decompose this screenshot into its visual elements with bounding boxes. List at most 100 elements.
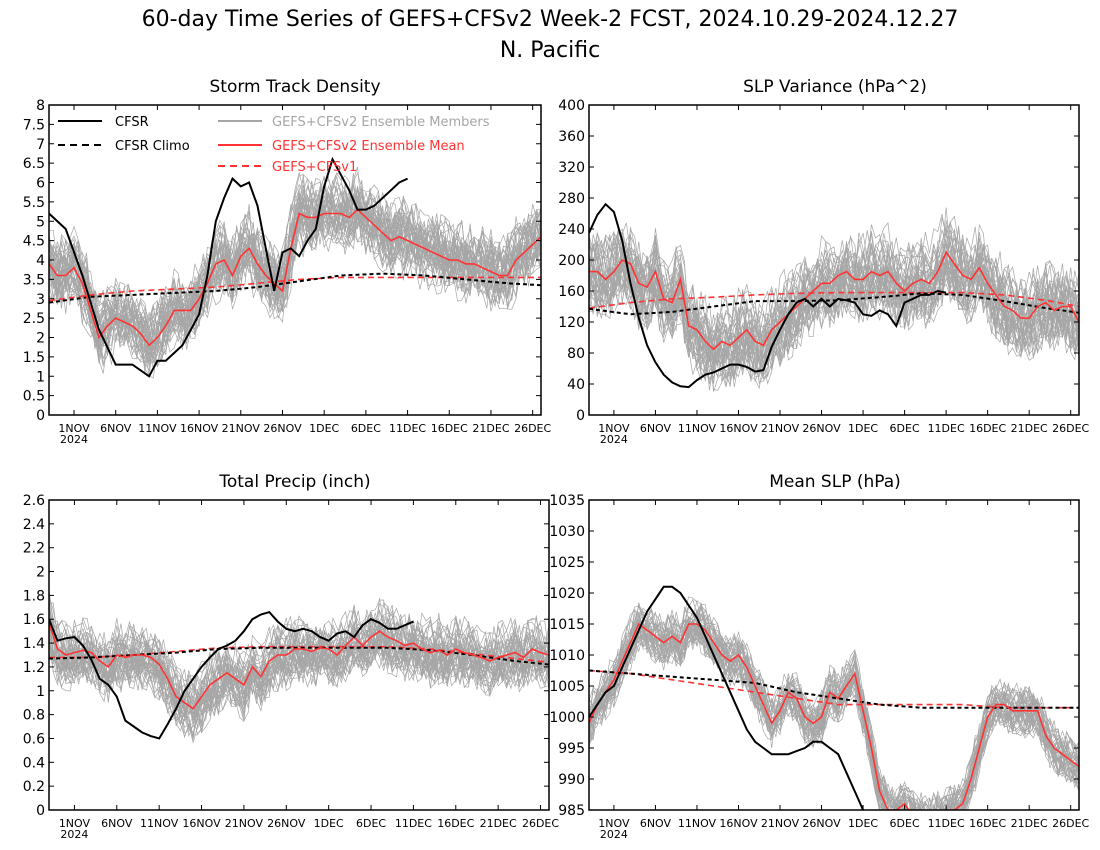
y-tick-label: 1: [36, 369, 45, 385]
y-tick-label: 6.5: [23, 156, 45, 172]
panel-storm-track: Storm Track Density 0 0.5 1 1.5 2 2.5 3 3.5 4 4.5…: [23, 77, 552, 446]
x-tick-label: 21NOV: [222, 422, 261, 435]
panel-plot: 0 0.2 0.4 0.6 0.8 1 1.2 1.4 1.6 1.8 2 2.2 2.4 2.6 1NOV…: [23, 493, 560, 841]
x-tick-label: 16DEC: [969, 817, 1006, 830]
y-tick-label: 995: [558, 741, 585, 757]
y-tick-label: 280: [558, 191, 585, 207]
series-gefs-cfsv1-line: [49, 276, 541, 302]
x-tick-label: 6DEC: [890, 817, 920, 830]
x-tick-label: 16NOV: [180, 422, 219, 435]
y-tick-label: 2: [36, 331, 45, 347]
x-tick-label: 16DEC: [437, 817, 474, 830]
x-tick-label: 1NOV: [598, 422, 630, 435]
y-tick-label: 200: [558, 253, 585, 269]
ensemble-member-line: [589, 629, 1079, 810]
y-tick-label: 1000: [549, 710, 585, 726]
legend-members-label: GEFS+CFSv2 Ensemble Members: [272, 115, 490, 130]
ensemble-member-line: [589, 625, 1079, 810]
x-year-label: 2024: [60, 433, 88, 446]
y-tick-label: 1.8: [23, 588, 45, 604]
x-tick-label: 1DEC: [314, 817, 344, 830]
x-tick-label: 16DEC: [431, 422, 468, 435]
x-tick-label: 21DEC: [1011, 817, 1048, 830]
x-tick-label: 11DEC: [389, 422, 426, 435]
y-tick-label: 360: [558, 129, 585, 145]
y-tick-label: 2.5: [23, 311, 45, 327]
y-tick-label: 400: [558, 98, 585, 114]
y-tick-label: 2: [36, 565, 45, 581]
y-tick-label: 3: [36, 292, 45, 308]
y-tick-label: 1.6: [23, 612, 45, 628]
series-cfsr-line: [589, 202, 947, 389]
panel-title: Storm Track Density: [209, 77, 380, 97]
x-tick-label: 21NOV: [761, 817, 800, 830]
x-tick-label: 1DEC: [848, 817, 878, 830]
x-tick-label: 21DEC: [1011, 422, 1048, 435]
x-tick-label: 6NOV: [101, 817, 133, 830]
x-tick-label: 11DEC: [928, 817, 965, 830]
y-tick-label: 1025: [549, 555, 585, 571]
x-tick-label: 1DEC: [848, 422, 878, 435]
y-tick-label: 0: [36, 803, 45, 819]
ensemble-member-line: [589, 621, 1079, 810]
y-tick-label: 0: [36, 408, 45, 424]
ensemble-member-line: [589, 227, 1079, 353]
panel-title: Total Precip (inch): [218, 472, 370, 492]
panel-slp-variance: SLP Variance (hPa^2) 0 40 80 120 160 200 240 28…: [558, 77, 1089, 446]
ensemble-member-line: [49, 626, 549, 735]
legend-cfsr-label: CFSR: [115, 115, 149, 130]
x-tick-label: 21NOV: [225, 817, 264, 830]
y-tick-label: 2.4: [23, 517, 45, 533]
y-tick-label: 0.2: [23, 779, 45, 795]
y-tick-label: 1: [36, 684, 45, 700]
y-tick-label: 1030: [549, 524, 585, 540]
ensemble-member-line: [49, 609, 549, 726]
x-tick-label: 16NOV: [719, 817, 758, 830]
ensemble-member-line: [589, 630, 1079, 810]
ensemble-members: [49, 166, 541, 379]
x-tick-label: 1NOV: [58, 422, 90, 435]
y-tick-label: 1010: [549, 648, 585, 664]
y-tick-label: 3.5: [23, 272, 45, 288]
x-tick-label: 26DEC: [514, 422, 551, 435]
x-tick-label: 1NOV: [598, 817, 630, 830]
series-gefs-cfsv1-line: [589, 669, 1079, 709]
ensemble-member-line: [49, 630, 549, 734]
ensemble-member-line: [589, 257, 1079, 385]
y-tick-label: 1.5: [23, 350, 45, 366]
x-tick-label: 26DEC: [522, 817, 559, 830]
x-tick-label: 21DEC: [472, 422, 509, 435]
y-tick-label: 1.2: [23, 660, 45, 676]
panel-title: Mean SLP (hPa): [769, 472, 901, 492]
y-tick-label: 5.5: [23, 195, 45, 211]
ensemble-member-line: [589, 620, 1079, 810]
series-cfsr-line: [589, 585, 865, 810]
x-tick-label: 16DEC: [969, 422, 1006, 435]
x-tick-label: 6DEC: [890, 422, 920, 435]
x-tick-label: 16NOV: [719, 422, 758, 435]
x-tick-label: 6NOV: [640, 817, 672, 830]
ensemble-members: [589, 596, 1079, 810]
x-tick-label: 11DEC: [395, 817, 432, 830]
y-tick-label: 0.4: [23, 755, 45, 771]
series-ensemble-mean-line: [589, 622, 1079, 810]
ensemble-member-line: [49, 214, 541, 374]
series-ensemble-mean-line: [589, 250, 1079, 351]
y-tick-label: 1035: [549, 493, 585, 509]
ensemble-member-line: [49, 599, 549, 698]
legend-climo-label: CFSR Climo: [115, 139, 190, 154]
x-tick-label: 6NOV: [640, 422, 672, 435]
panel-title: SLP Variance (hPa^2): [743, 77, 927, 97]
y-tick-label: 4: [36, 253, 45, 269]
x-tick-label: 26DEC: [1052, 422, 1089, 435]
x-tick-label: 21NOV: [761, 422, 800, 435]
x-tick-label: 16NOV: [182, 817, 221, 830]
figure-subtitle: N. Pacific: [500, 38, 600, 63]
y-tick-label: 0.5: [23, 389, 45, 405]
x-tick-label: 21DEC: [480, 817, 517, 830]
y-tick-label: 2.2: [23, 541, 45, 557]
ensemble-member-line: [49, 193, 541, 363]
x-tick-label: 11NOV: [140, 817, 179, 830]
ensemble-member-line: [589, 213, 1079, 348]
